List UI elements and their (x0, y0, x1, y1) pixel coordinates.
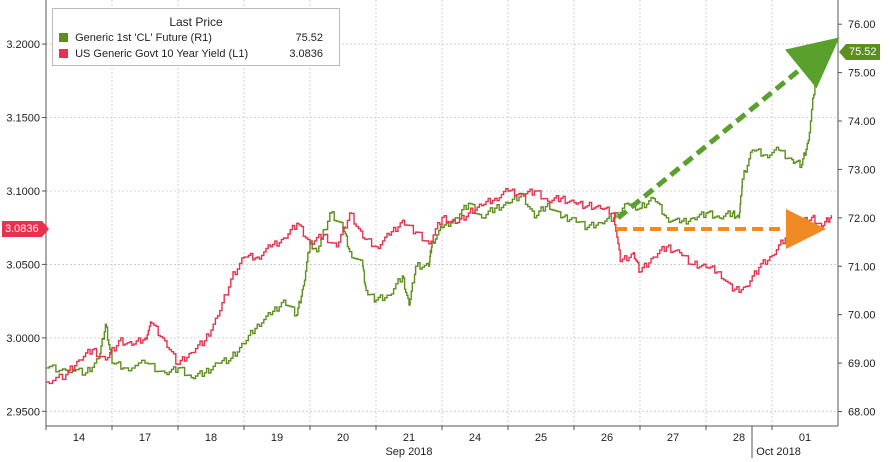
x-tick-label: 19 (271, 432, 283, 444)
series-line-yield (46, 187, 833, 385)
right-tick-label: 73.00 (848, 164, 876, 176)
x-tick-label: 24 (469, 432, 481, 444)
green-trend-arrow (616, 37, 840, 220)
legend-label-yield: US Generic Govt 10 Year Yield (L1) (75, 48, 249, 60)
x-tick-label: 27 (667, 432, 679, 444)
legend-swatch-yield (59, 49, 68, 58)
month-label: Oct 2018 (756, 446, 801, 458)
x-tick-label: 01 (799, 432, 811, 444)
series-line-oil (46, 39, 836, 380)
annotation-arrows (616, 37, 840, 249)
legend-title: Last Price (169, 15, 223, 29)
right-tick-label: 75.00 (848, 68, 876, 80)
left-tick-label: 2.9500 (6, 406, 40, 418)
left-tick-label: 3.2000 (6, 39, 40, 51)
right-tick-label: 76.00 (848, 19, 876, 31)
right-tick-label: 72.00 (848, 213, 876, 225)
legend-value-oil: 75.52 (295, 32, 323, 44)
legend-item-yield: US Generic Govt 10 Year Yield (L1) 3.083… (59, 47, 331, 61)
legend: Last Price Generic 1st 'CL' Future (R1) … (52, 8, 340, 66)
x-tick-label: 18 (205, 432, 217, 444)
legend-label-oil: Generic 1st 'CL' Future (R1) (75, 32, 212, 44)
month-label: Sep 2018 (385, 446, 432, 458)
x-tick-label: 14 (73, 432, 85, 444)
legend-swatch-oil (59, 33, 68, 42)
series (46, 39, 836, 385)
legend-value-yield: 3.0836 (289, 48, 323, 60)
left-last-value-badge: 3.0836 (2, 221, 49, 237)
x-tick-label: 20 (337, 432, 349, 444)
right-tick-label: 69.00 (848, 358, 876, 370)
right-tick-label: 68.00 (848, 406, 876, 418)
right-tick-label: 74.00 (848, 116, 876, 128)
x-tick-label: 28 (733, 432, 745, 444)
x-tick-label: 26 (601, 432, 613, 444)
right-tick-label: 70.00 (848, 310, 876, 322)
x-tick-label: 25 (535, 432, 547, 444)
left-tick-label: 3.1000 (6, 186, 40, 198)
left-tick-label: 3.1500 (6, 113, 40, 125)
x-tick-label: 21 (403, 432, 415, 444)
right-tick-label: 71.00 (848, 261, 876, 273)
left-tick-label: 3.0500 (6, 259, 40, 271)
legend-item-oil: Generic 1st 'CL' Future (R1) 75.52 (59, 31, 331, 45)
x-tick-label: 17 (139, 432, 151, 444)
right-last-value-badge: 75.52 (839, 44, 880, 60)
tick-labels: 2.9500 3.0000 3.0500 3.1000 3.1500 3.2000 68.0… (6, 19, 875, 458)
left-tick-label: 3.0000 (6, 333, 40, 345)
